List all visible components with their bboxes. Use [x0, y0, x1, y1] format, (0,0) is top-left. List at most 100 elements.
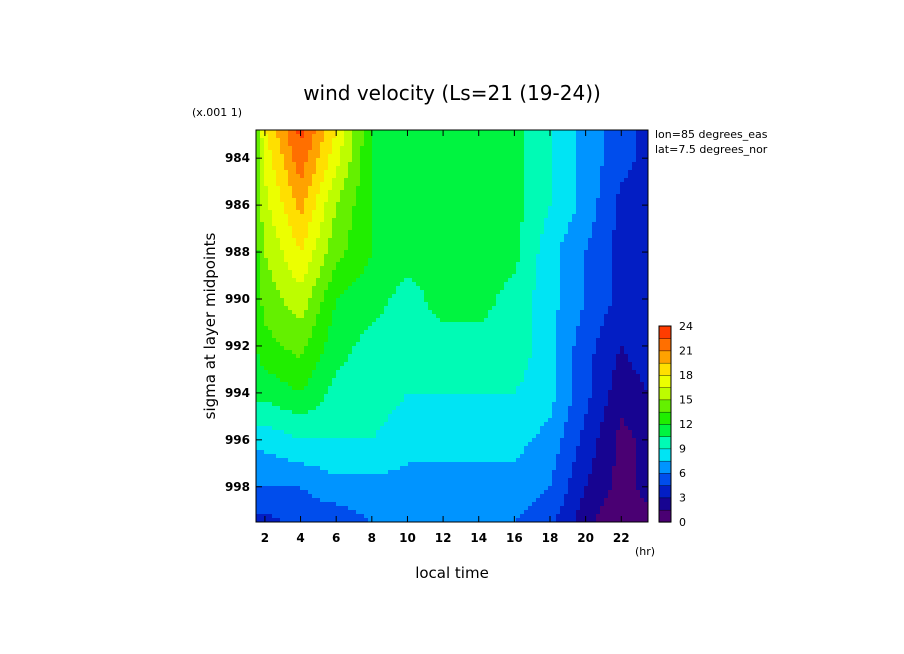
contour-cell [376, 246, 381, 251]
contour-cell [320, 278, 325, 283]
contour-cell [600, 178, 605, 183]
contour-cell [584, 130, 589, 135]
contour-cell [460, 218, 465, 223]
contour-cell [456, 182, 461, 187]
contour-cell [368, 234, 373, 239]
contour-cell [440, 154, 445, 159]
contour-cell [452, 314, 457, 319]
contour-cell [484, 194, 489, 199]
contour-cell [544, 290, 549, 295]
contour-cell [272, 186, 277, 191]
contour-cell [336, 326, 341, 331]
contour-cell [388, 282, 393, 287]
contour-cell [284, 130, 289, 135]
contour-cell [316, 250, 321, 255]
contour-cell [460, 282, 465, 287]
contour-cell [520, 134, 525, 139]
contour-cell [404, 262, 409, 267]
contour-cell [412, 322, 417, 327]
contour-cell [372, 130, 377, 135]
contour-cell [320, 302, 325, 307]
contour-cell [268, 302, 273, 307]
contour-cell [448, 214, 453, 219]
contour-cell [572, 310, 577, 315]
contour-cell [448, 230, 453, 235]
contour-cell [328, 266, 333, 271]
contour-cell [476, 178, 481, 183]
contour-cell [456, 274, 461, 279]
contour-cell [520, 246, 525, 251]
contour-cell [280, 254, 285, 259]
contour-cell [520, 274, 525, 279]
contour-cell [596, 202, 601, 207]
contour-cell [408, 202, 413, 207]
contour-cell [356, 282, 361, 287]
contour-cell [324, 158, 329, 163]
contour-cell [452, 202, 457, 207]
contour-cell [260, 150, 265, 155]
contour-cell [336, 210, 341, 215]
contour-cell [592, 170, 597, 175]
contour-cell [368, 146, 373, 151]
contour-cell [404, 134, 409, 139]
contour-cell [388, 234, 393, 239]
contour-cell [368, 282, 373, 287]
contour-cell [288, 266, 293, 271]
contour-cell [328, 130, 333, 135]
contour-cell [596, 218, 601, 223]
contour-cell [388, 330, 393, 335]
contour-cell [396, 226, 401, 231]
contour-cell [400, 130, 405, 135]
contour-cell [472, 286, 477, 291]
contour-cell [436, 278, 441, 283]
contour-cell [632, 170, 637, 175]
contour-cell [620, 238, 625, 243]
contour-cell [592, 210, 597, 215]
contour-cell [524, 318, 529, 323]
contour-cell [564, 138, 569, 143]
contour-cell [520, 166, 525, 171]
contour-cell [460, 238, 465, 243]
contour-cell [284, 162, 289, 167]
contour-cell [520, 306, 525, 311]
contour-cell [632, 270, 637, 275]
contour-cell [392, 326, 397, 331]
contour-cell [600, 226, 605, 231]
contour-cell [272, 202, 277, 207]
contour-cell [408, 262, 413, 267]
contour-cell [448, 198, 453, 203]
contour-cell [544, 250, 549, 255]
contour-cell [476, 202, 481, 207]
contour-cell [508, 178, 513, 183]
contour-cell [532, 238, 537, 243]
contour-cell [448, 210, 453, 215]
contour-cell [448, 130, 453, 135]
contour-cell [444, 314, 449, 319]
contour-cell [580, 186, 585, 191]
contour-cell [592, 166, 597, 171]
contour-cell [452, 210, 457, 215]
contour-cell [308, 298, 313, 303]
contour-cell [608, 174, 613, 179]
contour-cell [560, 318, 565, 323]
contour-cell [284, 230, 289, 235]
contour-cell [380, 190, 385, 195]
contour-cell [360, 262, 365, 267]
contour-cell [568, 186, 573, 191]
contour-cell [432, 294, 437, 299]
contour-cell [420, 206, 425, 211]
contour-cell [496, 302, 501, 307]
contour-cell [508, 158, 513, 163]
contour-cell [360, 326, 365, 331]
contour-cell [440, 186, 445, 191]
contour-cell [440, 134, 445, 139]
contour-cell [592, 262, 597, 267]
contour-cell [312, 250, 317, 255]
contour-cell [600, 274, 605, 279]
contour-cell [292, 254, 297, 259]
contour-cell [384, 266, 389, 271]
contour-cell [408, 174, 413, 179]
contour-cell [548, 170, 553, 175]
contour-cell [532, 250, 537, 255]
contour-cell [380, 242, 385, 247]
